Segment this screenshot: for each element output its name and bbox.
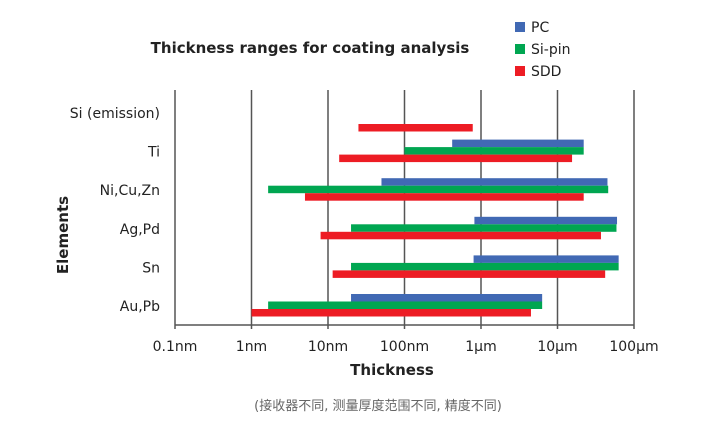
bar-si-pin-3: [351, 224, 617, 232]
x-tick-label: 0.1nm: [153, 339, 198, 355]
footnote: (接收器不同, 测量厚度范围不同, 精度不同): [254, 398, 502, 414]
legend-label: Si-pin: [531, 42, 570, 58]
bar-si-pin-2: [268, 185, 609, 194]
bar-si-pin-1: [404, 147, 584, 155]
bar-sdd-5: [251, 309, 531, 317]
bar-sdd-1: [339, 154, 573, 163]
y-tick-label: Ag,Pd: [120, 222, 160, 238]
bar-pc-5: [351, 294, 543, 302]
bar-sdd-3: [320, 231, 601, 240]
bar-si-pin-4: [351, 262, 619, 271]
bar-pc-3: [474, 216, 618, 225]
bar-sdd-0: [358, 124, 473, 132]
legend-swatch: [515, 22, 525, 32]
legend-swatch: [515, 66, 525, 76]
y-tick-label: Ni,Cu,Zn: [100, 183, 160, 199]
legend-label: SDD: [531, 64, 561, 80]
x-tick-label: 1µm: [465, 339, 496, 355]
y-axis-label: Elements: [54, 196, 72, 274]
x-axis-label: Thickness: [350, 361, 434, 379]
bar-si-pin-5: [268, 301, 543, 309]
x-tick-label: 10nm: [308, 339, 348, 355]
bar-pc-2: [381, 178, 608, 186]
y-tick-label: Ti: [147, 145, 160, 161]
legend-swatch: [515, 44, 525, 54]
y-tick-label: Sn: [142, 260, 160, 276]
bar-pc-1: [452, 139, 584, 148]
y-tick-label: Si (emission): [70, 106, 160, 122]
legend-label: PC: [531, 20, 549, 36]
bar-pc-4: [473, 255, 619, 263]
x-tick-label: 100µm: [609, 339, 658, 355]
x-tick-label: 100nm: [380, 339, 429, 355]
x-tick-label: 1nm: [236, 339, 267, 355]
x-tick-label: 10µm: [537, 339, 577, 355]
chart-title: Thickness ranges for coating analysis: [151, 39, 470, 57]
bar-sdd-4: [332, 270, 606, 278]
y-tick-label: Au,Pb: [120, 299, 160, 315]
bar-sdd-2: [304, 193, 584, 201]
